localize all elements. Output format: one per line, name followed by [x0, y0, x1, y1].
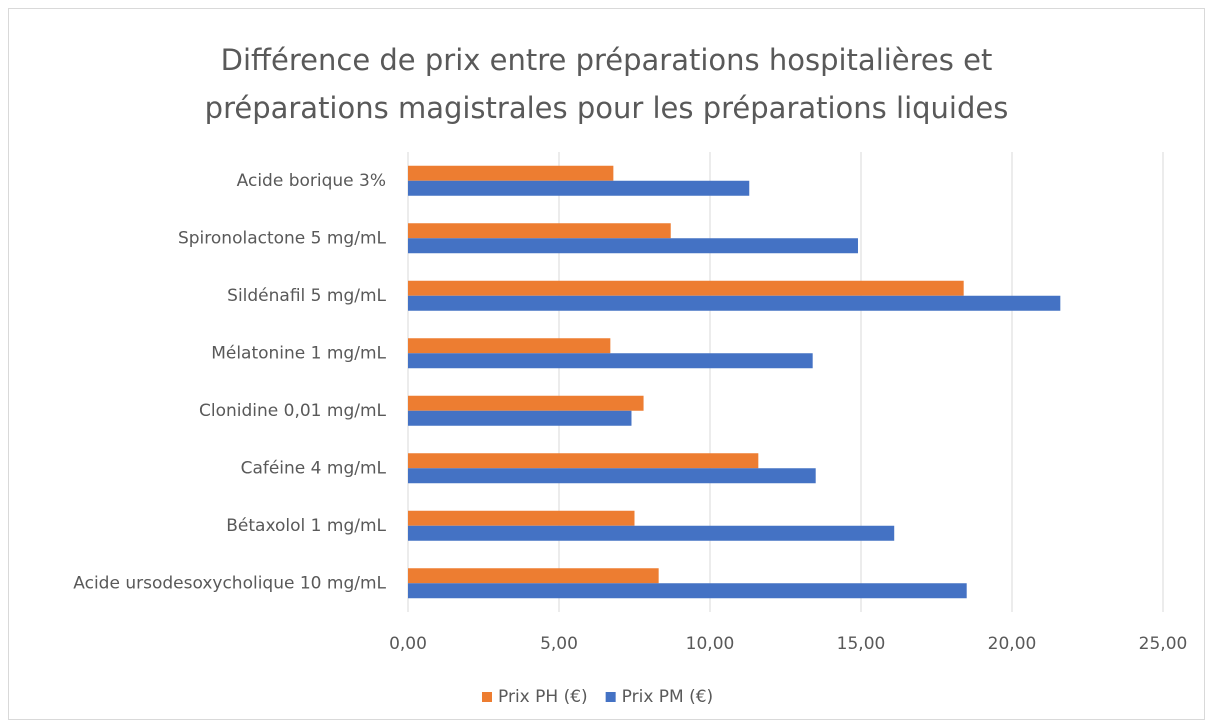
bar [408, 238, 858, 254]
x-tick-label: 15,00 [837, 634, 886, 654]
y-tick-label: Mélatonine 1 mg/mL [211, 343, 386, 363]
legend-swatch [605, 692, 616, 702]
x-tick-label: 25,00 [1139, 634, 1188, 654]
bar [408, 180, 750, 196]
bar [408, 223, 671, 239]
y-tick-label: Acide borique 3% [237, 171, 386, 191]
legend-label: Prix PH (€) [498, 687, 588, 707]
bar [408, 510, 635, 526]
bar [408, 568, 659, 584]
x-tick-label: 5,00 [540, 634, 578, 654]
chart-title: Différence de prix entre préparations ho… [204, 43, 1009, 125]
y-tick-label: Caféine 4 mg/mL [241, 458, 387, 478]
y-tick-label: Bétaxolol 1 mg/mL [226, 516, 386, 536]
bar [408, 165, 614, 181]
bar [408, 338, 611, 354]
legend-swatch [482, 692, 492, 702]
title-box: Différence de prix entre préparations ho… [0, 36, 1213, 132]
bar [408, 525, 895, 541]
bar [408, 353, 813, 369]
bar [408, 395, 644, 411]
legend-label: Prix PM (€) [622, 687, 714, 707]
x-tick-label: 0,00 [389, 634, 427, 654]
bar [408, 453, 759, 469]
y-tick-label: Spironolactone 5 mg/mL [178, 228, 387, 248]
x-tick-label: 10,00 [686, 634, 735, 654]
bar [408, 410, 632, 426]
bar [408, 583, 967, 599]
y-tick-label: Acide ursodesoxycholique 10 mg/mL [73, 573, 386, 593]
bar [408, 295, 1061, 311]
chart-frame [8, 8, 1205, 720]
x-tick-label: 20,00 [988, 634, 1037, 654]
bar [408, 280, 964, 296]
y-tick-label: Sildénafil 5 mg/mL [227, 286, 386, 306]
y-tick-label: Clonidine 0,01 mg/mL [199, 401, 387, 421]
bar [408, 468, 816, 484]
